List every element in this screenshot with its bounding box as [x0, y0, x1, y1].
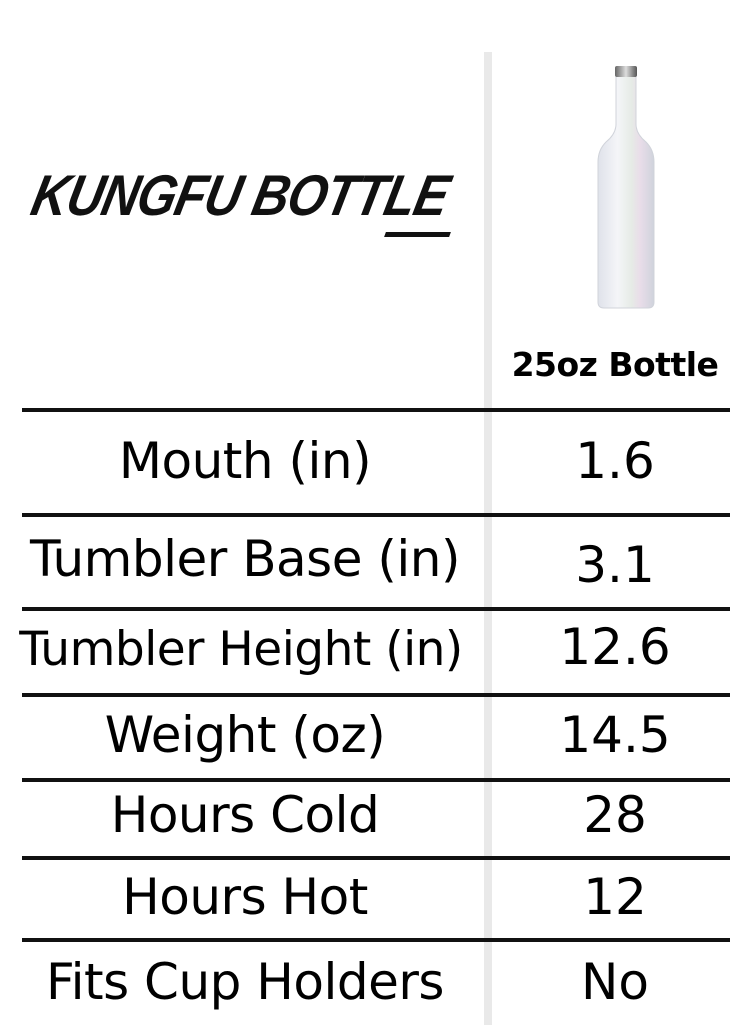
product-column-header: 25oz Bottle	[511, 345, 719, 384]
row-divider	[22, 513, 730, 517]
row-divider	[22, 778, 730, 782]
logo-underline	[384, 232, 451, 237]
logo-text: KUNGFU BOTTLE	[26, 163, 455, 228]
spec-value: 1.6	[575, 432, 655, 490]
row-divider	[22, 408, 730, 412]
row-divider	[22, 607, 730, 611]
row-divider	[22, 938, 730, 942]
spec-value: 12.6	[559, 618, 671, 676]
spec-label: Mouth (in)	[118, 432, 372, 490]
spec-label: Hours Hot	[122, 868, 368, 926]
column-divider	[484, 52, 492, 1025]
row-divider	[22, 693, 730, 697]
row-divider	[22, 856, 730, 860]
spec-value: 3.1	[575, 536, 655, 594]
brand-logo: KUNGFU BOTTLE	[26, 160, 460, 250]
bottle-image	[597, 66, 655, 309]
spec-value: 12	[583, 868, 647, 926]
spec-label: Weight (oz)	[104, 706, 386, 764]
spec-label: Tumbler Height (in)	[19, 622, 463, 677]
spec-label: Tumbler Base (in)	[30, 530, 460, 588]
spec-value: No	[581, 953, 649, 1011]
spec-label: Hours Cold	[110, 786, 380, 844]
spec-value: 28	[583, 786, 647, 844]
spec-label: Fits Cup Holders	[46, 953, 444, 1011]
spec-value: 14.5	[559, 706, 671, 764]
